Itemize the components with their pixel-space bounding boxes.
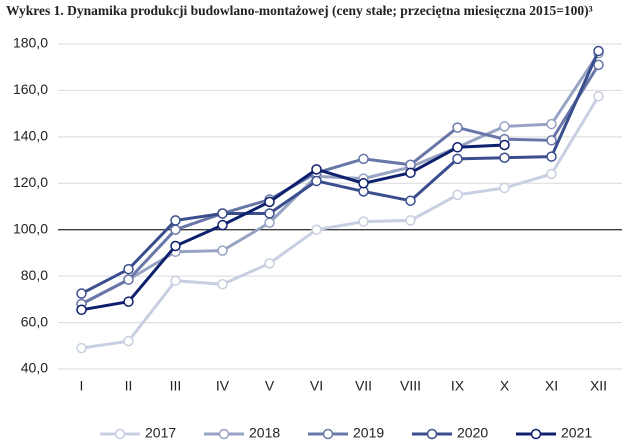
- x-tick-label: V: [265, 378, 275, 394]
- data-point: [546, 118, 557, 130]
- legend-label: 2021: [561, 425, 592, 441]
- y-tick-label: 180,0: [13, 35, 48, 51]
- data-point: [217, 279, 228, 290]
- data-point: [499, 182, 510, 194]
- data-point: [499, 152, 510, 163]
- data-point: [311, 175, 322, 187]
- x-tick-label: XII: [590, 378, 607, 394]
- data-point: [217, 219, 228, 231]
- series-line: [80, 50, 600, 295]
- data-point: [546, 135, 557, 146]
- legend-marker: [322, 428, 334, 440]
- data-point: [358, 153, 369, 165]
- x-tick-label: X: [500, 378, 510, 394]
- chart-title: Wykres 1. Dynamika produkcji budowlano-m…: [6, 3, 593, 18]
- data-point: [358, 216, 369, 227]
- data-point: [593, 45, 604, 57]
- data-point: [170, 224, 181, 235]
- data-point: [264, 217, 275, 228]
- legend-marker: [218, 428, 230, 440]
- data-point: [405, 167, 416, 179]
- data-point: [546, 151, 557, 162]
- x-tick-label: IV: [216, 378, 230, 394]
- legend-label: 2019: [353, 425, 384, 441]
- legend-label: 2020: [457, 425, 488, 441]
- data-point: [264, 196, 275, 208]
- data-point: [170, 215, 181, 226]
- x-tick-label: II: [125, 378, 133, 394]
- data-point: [123, 335, 134, 347]
- data-point: [311, 164, 322, 175]
- data-point: [452, 153, 463, 165]
- data-point: [593, 90, 604, 102]
- y-tick-label: 140,0: [13, 128, 48, 144]
- legend-label: 2018: [249, 425, 280, 441]
- legend-label: 2017: [145, 425, 176, 441]
- data-point: [452, 189, 463, 201]
- legend-marker: [114, 428, 126, 440]
- data-point: [76, 304, 87, 316]
- data-point: [405, 215, 416, 226]
- y-tick-label: 60,0: [21, 313, 48, 329]
- y-tick-label: 160,0: [13, 81, 48, 97]
- data-point: [217, 245, 228, 256]
- x-tick-label: VIII: [400, 378, 421, 394]
- y-tick-label: 120,0: [13, 174, 48, 190]
- data-point: [358, 178, 369, 189]
- x-tick-label: III: [170, 378, 182, 394]
- data-point: [264, 208, 275, 219]
- data-point: [405, 195, 416, 206]
- x-tick-label: VII: [355, 378, 372, 394]
- x-tick-label: XI: [545, 378, 558, 394]
- data-point: [123, 274, 134, 285]
- x-tick-label: IX: [451, 378, 465, 394]
- data-point: [499, 139, 510, 151]
- data-point: [452, 122, 463, 133]
- data-point: [123, 263, 134, 275]
- data-point: [217, 208, 228, 219]
- series-line: [81, 143, 505, 312]
- data-point: [593, 59, 604, 71]
- legend-marker: [530, 428, 542, 440]
- data-point: [170, 275, 181, 287]
- x-tick-label: VI: [310, 378, 323, 394]
- data-point: [311, 224, 322, 235]
- y-tick-label: 80,0: [21, 267, 48, 283]
- y-tick-label: 100,0: [13, 220, 48, 236]
- legend-marker: [426, 428, 438, 440]
- data-point: [499, 121, 510, 132]
- data-point: [123, 296, 134, 307]
- x-tick-label: I: [80, 378, 84, 394]
- series-line: [81, 95, 600, 350]
- data-point: [452, 142, 463, 153]
- data-point: [76, 342, 87, 354]
- data-point: [170, 240, 181, 252]
- data-point: [76, 288, 87, 299]
- series-line: [80, 64, 600, 306]
- data-point: [546, 168, 557, 180]
- y-tick-label: 40,0: [21, 360, 48, 376]
- data-point: [264, 258, 275, 269]
